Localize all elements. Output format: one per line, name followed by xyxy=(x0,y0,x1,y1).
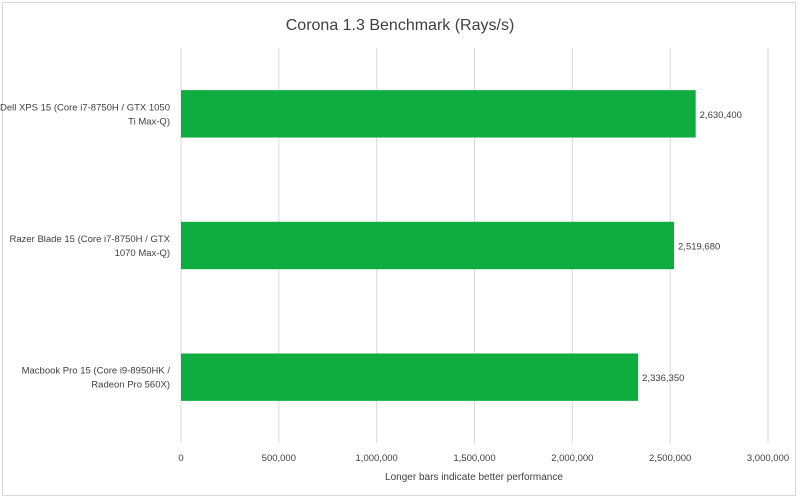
bar xyxy=(181,90,696,138)
category-label: Ti Max-Q) xyxy=(128,116,170,127)
x-tick-label: 0 xyxy=(178,453,183,464)
bar xyxy=(181,221,675,270)
x-tick-label: 1,500,000 xyxy=(453,453,495,464)
x-tick-label: 2,000,000 xyxy=(551,453,593,464)
data-label: 2,519,680 xyxy=(678,242,720,253)
category-label: Radeon Pro 560X) xyxy=(91,380,170,391)
category-label: Razer Blade 15 (Core i7-8750H / GTX xyxy=(9,234,170,245)
x-tick-label: 1,000,000 xyxy=(356,453,398,464)
category-label: Dell XPS 15 (Core i7-8750H / GTX 1050 xyxy=(0,102,170,113)
x-tick-label: 2,500,000 xyxy=(649,453,691,464)
x-tick-labels: 0 500,000 1,000,000 1,500,000 2,000,000 2,500… xyxy=(178,453,789,464)
x-axis-label: Longer bars indicate better performance xyxy=(385,472,563,483)
data-label: 2,336,350 xyxy=(642,373,684,384)
category-labels: Dell XPS 15 (Core i7-8750H / GTX 1050 Ti … xyxy=(0,102,171,390)
bar xyxy=(181,353,639,401)
x-tick-label: 500,000 xyxy=(262,453,296,464)
category-label: 1070 Max-Q) xyxy=(115,248,170,259)
bars: 2,630,400 2,519,680 2,336,350 xyxy=(181,90,742,401)
data-label: 2,630,400 xyxy=(700,110,742,121)
chart-title: Corona 1.3 Benchmark (Rays/s) xyxy=(286,17,515,34)
category-label: Macbook Pro 15 (Core i9-8950HK / xyxy=(22,366,171,377)
x-tick-label: 3,000,000 xyxy=(747,453,789,464)
